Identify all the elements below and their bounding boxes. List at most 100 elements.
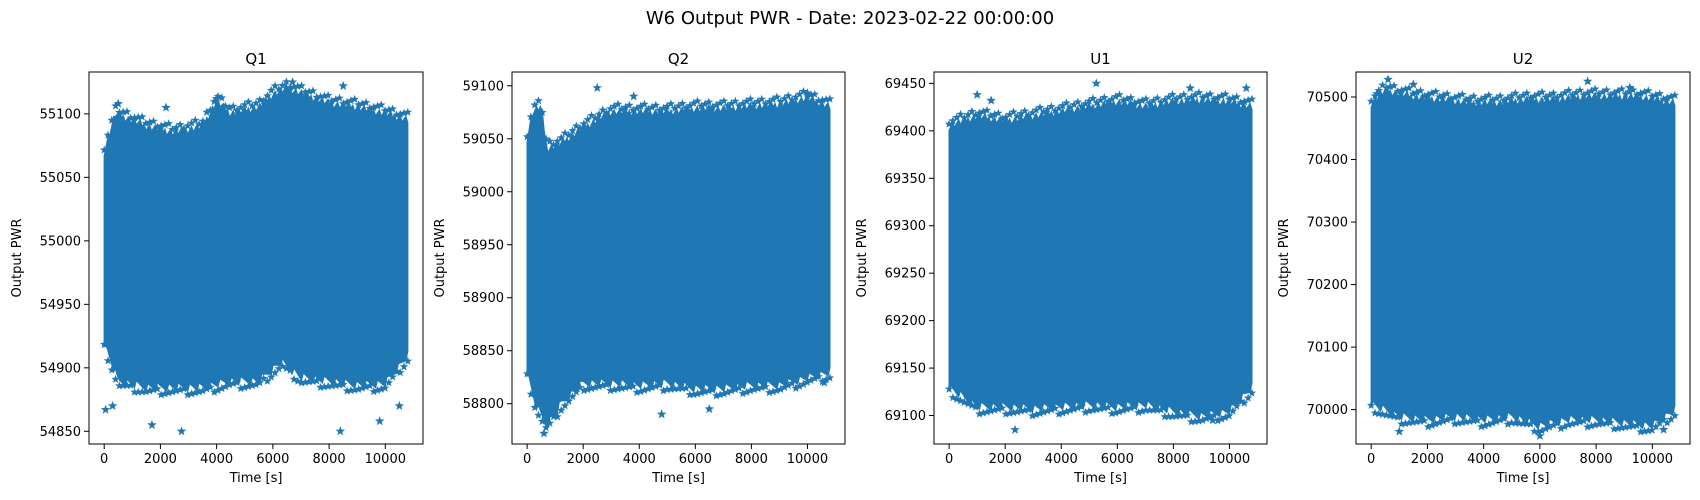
data-point	[103, 130, 113, 139]
data-point	[122, 381, 132, 390]
data-point	[384, 105, 394, 114]
axes-frame	[1355, 71, 1691, 445]
x-axis-label: Time [s]	[229, 471, 283, 486]
data-point	[541, 423, 551, 432]
data-point	[647, 102, 657, 111]
data-point	[575, 382, 585, 392]
data-point	[1198, 415, 1207, 424]
data-point	[1579, 416, 1588, 425]
x-tick-label: 2000	[144, 452, 177, 467]
data-point	[708, 385, 717, 394]
data-point	[780, 382, 789, 391]
data-point	[1609, 88, 1619, 97]
data-point	[556, 405, 566, 414]
data-point	[384, 378, 394, 387]
data-point	[776, 384, 785, 393]
subplot-title: Q2	[668, 50, 689, 68]
data-point	[784, 91, 793, 100]
data-point	[320, 91, 329, 100]
data-point	[1621, 422, 1630, 431]
data-point	[825, 94, 835, 103]
data-point-outlier	[335, 426, 346, 436]
data-point	[1028, 108, 1037, 117]
data-point	[1224, 411, 1234, 420]
data-point	[712, 391, 721, 400]
data-point	[617, 383, 626, 392]
data-point	[700, 387, 710, 396]
data-point	[575, 123, 585, 132]
data-point	[1632, 421, 1642, 430]
data-point	[1073, 97, 1083, 106]
data-point	[678, 99, 687, 108]
data-point	[358, 99, 367, 108]
data-point	[1077, 101, 1086, 111]
y-tick-label: 54950	[40, 298, 81, 313]
data-point-outlier	[1408, 79, 1419, 89]
data-point-outlier	[802, 88, 813, 98]
data-point	[1636, 88, 1645, 98]
data-point	[99, 145, 109, 154]
data-point	[392, 366, 401, 375]
data-point	[810, 89, 819, 98]
subplot-title: U1	[1090, 50, 1111, 68]
data-point	[1484, 419, 1494, 429]
data-point	[1404, 83, 1414, 92]
data-point	[164, 388, 173, 397]
data-point	[1602, 418, 1611, 427]
data-point	[380, 106, 390, 115]
data-point	[312, 376, 321, 385]
data-point	[323, 90, 333, 99]
data-point	[1640, 426, 1649, 435]
data-point	[602, 380, 611, 389]
data-point	[746, 386, 755, 395]
data-point	[651, 100, 661, 109]
x-tick-label: 10000	[365, 452, 406, 467]
data-point	[1397, 419, 1406, 428]
data-point	[795, 381, 804, 390]
data-point	[625, 100, 634, 109]
data-point	[802, 377, 812, 386]
data-point	[1522, 419, 1532, 428]
data-point	[1374, 86, 1384, 95]
data-point	[111, 101, 120, 110]
data-point	[1499, 414, 1509, 423]
data-point	[1571, 418, 1581, 427]
data-point	[522, 369, 532, 378]
data-point	[526, 112, 536, 121]
data-point	[168, 387, 177, 396]
data-point	[1518, 90, 1528, 100]
data-point	[1084, 406, 1094, 415]
y-tick-label: 69450	[885, 77, 926, 92]
y-tick-label: 54900	[40, 361, 81, 376]
data-point	[141, 118, 151, 128]
data-point	[175, 385, 185, 394]
data-point	[1594, 89, 1604, 98]
data-point	[1412, 417, 1421, 426]
data-point	[1005, 110, 1014, 119]
x-tick-label: 6000	[679, 452, 712, 467]
data-point	[727, 99, 736, 108]
data-point	[1526, 93, 1535, 102]
data-point	[377, 100, 386, 109]
data-point	[316, 92, 325, 101]
data-point	[708, 102, 717, 111]
data-point	[1213, 416, 1223, 425]
data-point	[274, 364, 284, 373]
data-point-outlier	[394, 400, 405, 410]
data-point	[278, 81, 287, 90]
data-point	[1461, 95, 1471, 104]
data-point	[1103, 97, 1113, 106]
data-point	[297, 378, 306, 387]
data-point	[772, 92, 782, 101]
data-point	[1439, 416, 1448, 425]
x-tick-label: 6000	[256, 452, 289, 467]
data-point	[107, 115, 117, 124]
data-point	[1069, 100, 1079, 109]
data-point	[160, 389, 170, 398]
data-point	[1035, 409, 1045, 418]
data-point-outlier	[147, 420, 157, 429]
data-point	[115, 108, 124, 117]
data-point	[1389, 81, 1399, 90]
data-point	[784, 380, 793, 389]
data-point	[1526, 419, 1535, 428]
